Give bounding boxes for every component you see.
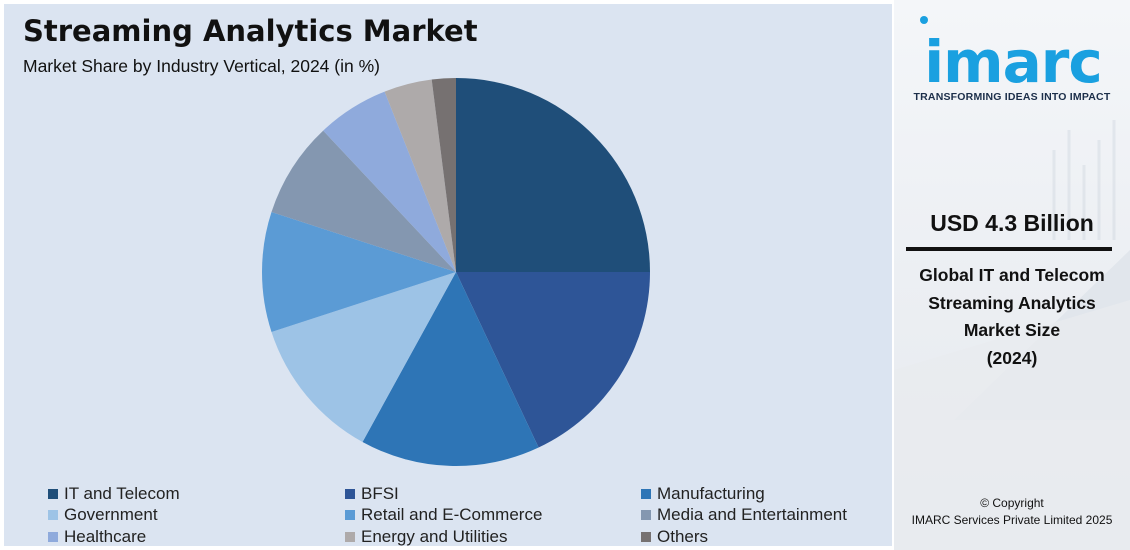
legend-swatch [641, 532, 651, 542]
pie-slice-retail-and-e-commerce [262, 212, 456, 332]
pie-chart [262, 78, 650, 466]
legend-label: Healthcare [64, 527, 147, 546]
legend-item: Government [48, 505, 158, 525]
legend-swatch [345, 510, 355, 520]
market-description-line: Global IT and Telecom [919, 265, 1105, 285]
legend-item: BFSI [345, 484, 399, 504]
legend-item: Energy and Utilities [345, 527, 507, 547]
legend-swatch [48, 532, 58, 542]
copyright-line: IMARC Services Private Limited 2025 [911, 513, 1113, 527]
legend-item: Media and Entertainment [641, 505, 847, 525]
pie-slice-media-and-entertainment [271, 130, 456, 272]
pie-slice-government [271, 272, 456, 443]
legend-label: BFSI [361, 484, 399, 503]
legend-label: Media and Entertainment [657, 505, 847, 524]
copyright-line: © Copyright [980, 496, 1044, 510]
pie-slice-bfsi [456, 272, 650, 448]
legend-label: IT and Telecom [64, 484, 180, 503]
divider [906, 247, 1112, 251]
legend-swatch [345, 489, 355, 499]
legend-item: Retail and E-Commerce [345, 505, 542, 525]
legend-swatch [641, 510, 651, 520]
market-description-line: Market Size [963, 320, 1061, 340]
legend-label: Manufacturing [657, 484, 765, 503]
chart-subtitle: Market Share by Industry Vertical, 2024 … [23, 56, 380, 76]
logo-tagline: TRANSFORMING IDEAS INTO IMPACT [913, 91, 1111, 103]
legend-swatch [641, 489, 651, 499]
market-description: Global IT and Telecom Streaming Analytic… [894, 262, 1130, 372]
legend-swatch [48, 489, 58, 499]
legend-item: IT and Telecom [48, 484, 180, 504]
legend-item: Others [641, 527, 708, 547]
pie-slice-it-and-telecom [456, 78, 650, 272]
pie-slice-manufacturing [362, 272, 539, 466]
legend-item: Manufacturing [641, 484, 765, 504]
market-value: USD 4.3 Billion [930, 210, 1094, 236]
legend-label: Retail and E-Commerce [361, 505, 543, 524]
legend-label: Others [657, 527, 709, 546]
legend-item: Healthcare [48, 527, 146, 547]
copyright: © Copyright IMARC Services Private Limit… [894, 495, 1130, 529]
imarc-logo: imarc [924, 28, 1102, 96]
chart-title: Streaming Analytics Market [23, 14, 478, 48]
decorative-background [894, 16, 1130, 550]
legend-swatch [48, 510, 58, 520]
market-description-line: Streaming Analytics [928, 292, 1096, 313]
chart-legend: IT and Telecom BFSI Manufacturing Governmen… [48, 484, 888, 548]
pie-slice-energy-and-utilities [384, 79, 456, 272]
legend-label: Government [64, 505, 158, 524]
chart-panel: Streaming Analytics Market Market Share … [4, 4, 892, 546]
pie-slice-healthcare [323, 91, 456, 273]
legend-label: Energy and Utilities [361, 527, 508, 546]
market-description-line: (2024) [986, 347, 1038, 368]
side-panel: imarc TRANSFORMING IDEAS INTO IMPACT USD… [894, 0, 1130, 550]
pie-slice-others [431, 78, 456, 272]
legend-swatch [345, 532, 355, 542]
